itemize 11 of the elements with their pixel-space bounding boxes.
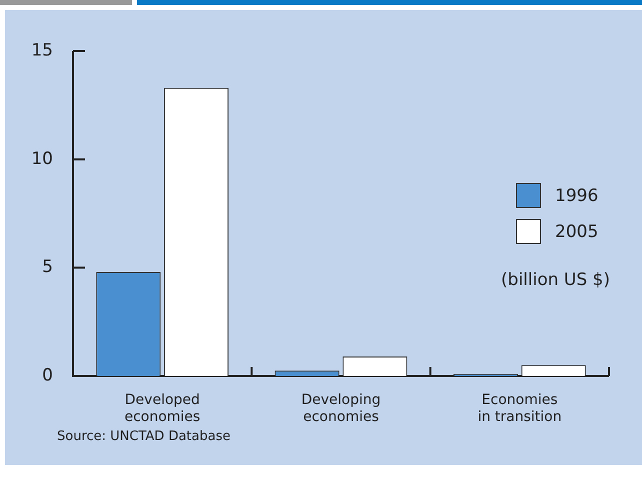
source-note: Source: UNCTAD Database [57,429,230,444]
y-tick-label: 10 [31,148,53,169]
x-tick-label: Developed economies [124,392,200,425]
x-tick-label: Economies in transition [478,392,562,425]
y-tick-label: 15 [31,40,53,60]
y-tick-label: 5 [42,257,53,278]
annotation: (billion US $) [501,270,610,290]
x-tick-label: Developing economies [301,392,381,425]
legend-label: 1996 [555,186,598,206]
y-tick-label: 0 [42,365,53,386]
legend-label: 2005 [555,222,598,242]
